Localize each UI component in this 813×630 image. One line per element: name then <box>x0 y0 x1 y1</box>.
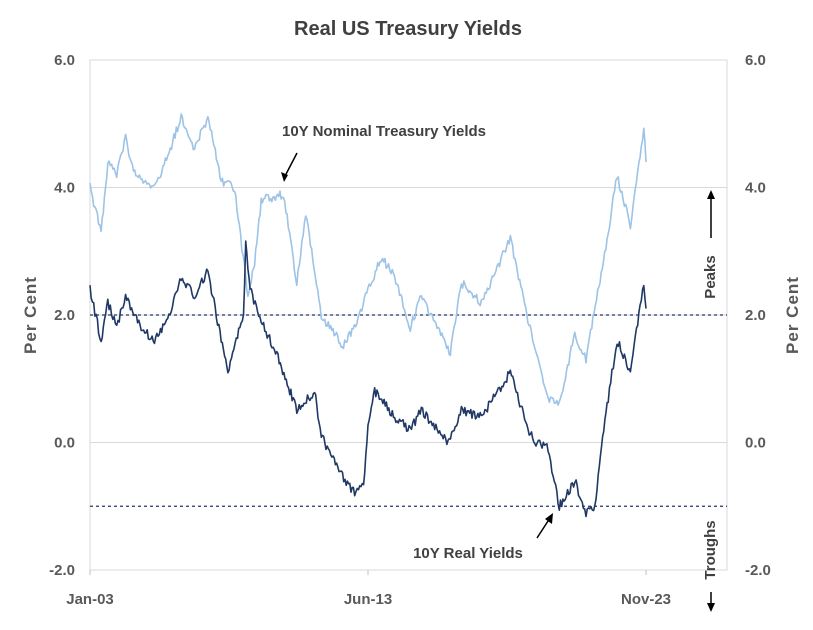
troughs-arrowhead <box>707 603 715 612</box>
y-tick-label-left: -2.0 <box>49 562 75 579</box>
real-yield-annotation: 10Y Real Yields <box>413 545 523 562</box>
troughs-label: Troughs <box>702 520 719 579</box>
real-annotation-arrowhead <box>545 513 553 524</box>
series-lines <box>89 113 647 518</box>
y-tick-label-left: 2.0 <box>54 307 75 324</box>
nominal-annotation-arrow-shaft <box>283 152 298 179</box>
x-tick-label: Jun-13 <box>344 591 392 608</box>
y-tick-label-left: 4.0 <box>54 180 75 197</box>
y-tick-label-right: 0.0 <box>745 435 766 452</box>
y-tick-label-right: 4.0 <box>745 180 766 197</box>
y-axis-right-ticks: 6.0 4.0 2.0 0.0 -2.0 <box>745 52 771 579</box>
y-tick-label-right: 6.0 <box>745 52 766 69</box>
y-axis-left-label: Per Cent <box>21 276 40 354</box>
reference-lines <box>90 314 727 507</box>
peaks-label: Peaks <box>702 255 719 298</box>
peaks-arrowhead <box>707 190 715 199</box>
y-tick-label-right: 2.0 <box>745 307 766 324</box>
nominal-yield-line <box>89 113 647 406</box>
nominal-annotation-arrowhead <box>281 172 288 182</box>
y-tick-label-right: -2.0 <box>745 562 771 579</box>
nominal-yield-annotation: 10Y Nominal Treasury Yields <box>282 123 486 140</box>
chart-title: Real US Treasury Yields <box>294 18 522 40</box>
x-axis-ticks: Jan-03 Jun-13 Nov-23 <box>66 570 671 608</box>
x-tick-label: Nov-23 <box>621 591 671 608</box>
y-axis-right-label: Per Cent <box>783 276 802 354</box>
real-annotation-arrow-shaft <box>536 517 551 539</box>
real-yield-line <box>89 240 647 518</box>
y-tick-label-left: 6.0 <box>54 52 75 69</box>
y-tick-label-left: 0.0 <box>54 435 75 452</box>
y-axis-left-ticks: 6.0 4.0 2.0 0.0 -2.0 <box>49 52 75 579</box>
x-tick-label: Jan-03 <box>66 591 114 608</box>
